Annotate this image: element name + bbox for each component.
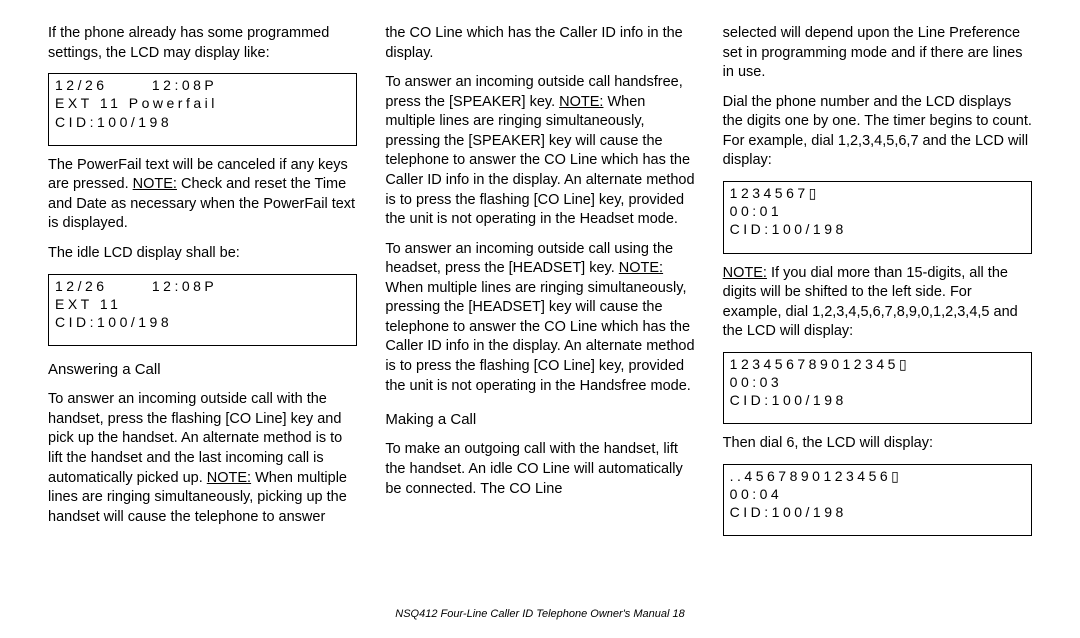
note-label: NOTE: (559, 94, 603, 110)
col2-p2b: When multiple lines are ringing simultan… (385, 94, 694, 227)
col3-p3a: If you dial more than 15-digits, all the… (723, 265, 1018, 340)
note-label: NOTE: (133, 176, 177, 192)
lcd-display-1: 12/26 12:08P EXT 11 Powerfail CID:100/19… (48, 73, 357, 146)
lcd-display-3: 1234567▯ 00:01 CID:100/198 (723, 181, 1032, 254)
lcd4-line1: 123456789012345▯ (730, 356, 911, 372)
heading-making: Making a Call (385, 410, 694, 430)
column-3: selected will depend upon the Line Prefe… (723, 24, 1032, 599)
lcd2-line1: 12/26 12:08P (55, 278, 217, 294)
lcd-display-5: ..4567890123456▯ 00:04 CID:100/198 (723, 464, 1032, 537)
lcd5-line1: ..4567890123456▯ (730, 468, 903, 484)
note-label: NOTE: (619, 260, 663, 276)
col3-para-3: NOTE: If you dial more than 15-digits, a… (723, 264, 1032, 342)
lcd-display-2: 12/26 12:08P EXT 11 CID:100/198 (48, 274, 357, 347)
lcd4-line3: CID:100/198 (730, 392, 847, 408)
column-2: the CO Line which has the Caller ID info… (385, 24, 694, 599)
page-footer: NSQ412 Four-Line Caller ID Telephone Own… (48, 599, 1032, 622)
col3-para-4: Then dial 6, the LCD will display: (723, 434, 1032, 454)
page-columns: If the phone already has some programmed… (48, 24, 1032, 599)
heading-answering: Answering a Call (48, 360, 357, 380)
lcd1-line2: EXT 11 Powerfail (55, 95, 218, 111)
col2-para-1: the CO Line which has the Caller ID info… (385, 24, 694, 63)
lcd2-line3: CID:100/198 (55, 314, 172, 330)
col2-p3b: When multiple lines are ringing simultan… (385, 280, 694, 394)
lcd3-line2: 00:01 (730, 203, 783, 219)
lcd-display-4: 123456789012345▯ 00:03 CID:100/198 (723, 352, 1032, 425)
lcd2-line2: EXT 11 (55, 296, 121, 312)
col2-para-3: To answer an incoming outside call using… (385, 240, 694, 397)
lcd1-line3: CID:100/198 (55, 114, 172, 130)
lcd3-line3: CID:100/198 (730, 221, 847, 237)
col1-para-3: The idle LCD display shall be: (48, 244, 357, 264)
lcd4-line2: 00:03 (730, 374, 783, 390)
lcd3-line1: 1234567▯ (730, 185, 820, 201)
column-1: If the phone already has some programmed… (48, 24, 357, 599)
note-label: NOTE: (207, 470, 251, 486)
lcd5-line3: CID:100/198 (730, 504, 847, 520)
col1-para-2: The PowerFail text will be canceled if a… (48, 156, 357, 234)
col1-para-1: If the phone already has some programmed… (48, 24, 357, 63)
lcd1-line1: 12/26 12:08P (55, 77, 217, 93)
col2-para-2: To answer an incoming outside call hands… (385, 73, 694, 230)
col1-para-4: To answer an incoming outside call with … (48, 390, 357, 527)
note-label: NOTE: (723, 265, 767, 281)
col2-para-4: To make an outgoing call with the handse… (385, 440, 694, 499)
col3-para-2: Dial the phone number and the LCD displa… (723, 93, 1032, 171)
lcd5-line2: 00:04 (730, 486, 783, 502)
col3-para-1: selected will depend upon the Line Prefe… (723, 24, 1032, 83)
